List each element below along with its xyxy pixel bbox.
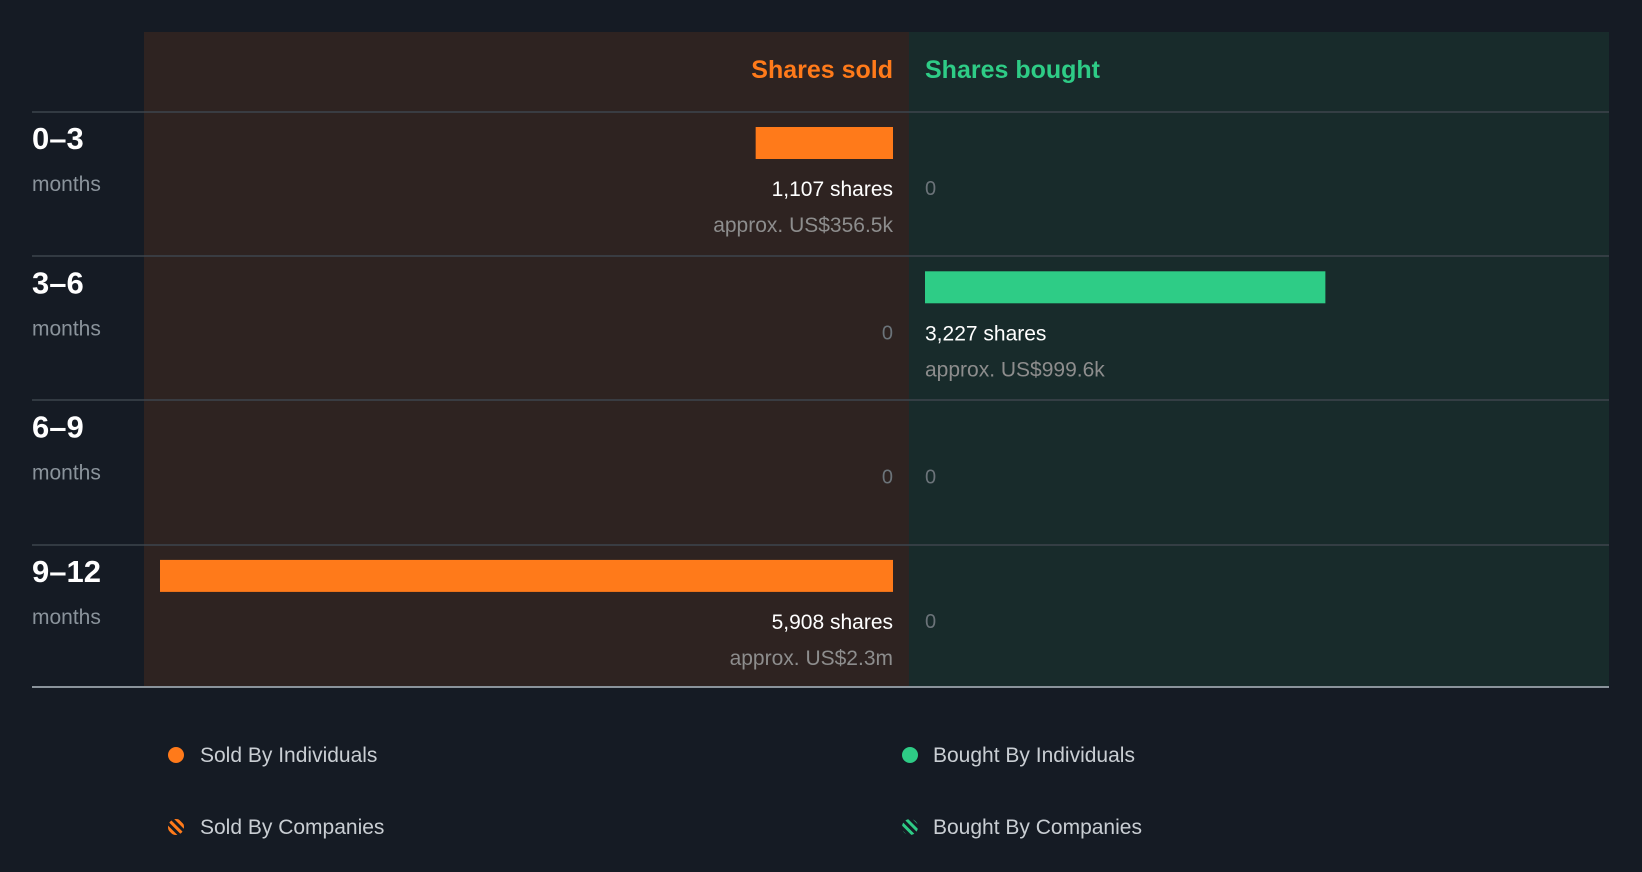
period-unit-label: months bbox=[32, 606, 101, 629]
bought-shares-label: 3,227 shares bbox=[925, 322, 1046, 345]
sold-shares-label: 5,908 shares bbox=[772, 611, 893, 634]
legend-dot-icon bbox=[168, 747, 184, 763]
legend: Sold By Individuals Bought By Individuals… bbox=[168, 744, 1142, 839]
legend-sold-by-companies: Sold By Companies bbox=[200, 816, 384, 839]
bought-zero-label: 0 bbox=[925, 178, 936, 200]
sold-bar bbox=[755, 127, 893, 159]
shares-sold-header: Shares sold bbox=[751, 56, 893, 84]
sold-zero-label: 0 bbox=[882, 467, 893, 489]
period-range-label: 6–9 bbox=[32, 410, 84, 445]
legend-hatched-icon bbox=[902, 819, 918, 835]
bought-bar bbox=[925, 271, 1326, 304]
legend-bought-by-individuals: Bought By Individuals bbox=[933, 744, 1135, 767]
period-unit-label: months bbox=[32, 173, 101, 196]
sold-shares-label: 1,107 shares bbox=[772, 178, 893, 201]
sold-value-label: approx. US$356.5k bbox=[713, 214, 893, 237]
legend-bought-by-companies: Bought By Companies bbox=[933, 816, 1142, 839]
sold-bar bbox=[160, 559, 893, 592]
period-range-label: 3–6 bbox=[32, 265, 84, 300]
bought-zero-label: 0 bbox=[925, 611, 936, 633]
bought-zero-label: 0 bbox=[925, 467, 936, 489]
legend-dot-icon bbox=[902, 747, 918, 763]
period-range-label: 9–12 bbox=[32, 554, 101, 589]
shares-bought-header: Shares bought bbox=[925, 56, 1101, 84]
sold-value-label: approx. US$2.3m bbox=[730, 647, 893, 670]
period-range-label: 0–3 bbox=[32, 121, 84, 156]
bought-value-label: approx. US$999.6k bbox=[925, 358, 1105, 381]
period-rows: 0–3 months 1,107 shares approx. US$356.5k 0 3… bbox=[32, 121, 1326, 670]
period-unit-label: months bbox=[32, 317, 101, 340]
bought-column-background bbox=[909, 32, 1609, 687]
legend-hatched-icon bbox=[168, 819, 184, 835]
period-unit-label: months bbox=[32, 462, 101, 485]
sold-zero-label: 0 bbox=[882, 322, 893, 344]
legend-sold-by-individuals: Sold By Individuals bbox=[200, 744, 377, 767]
